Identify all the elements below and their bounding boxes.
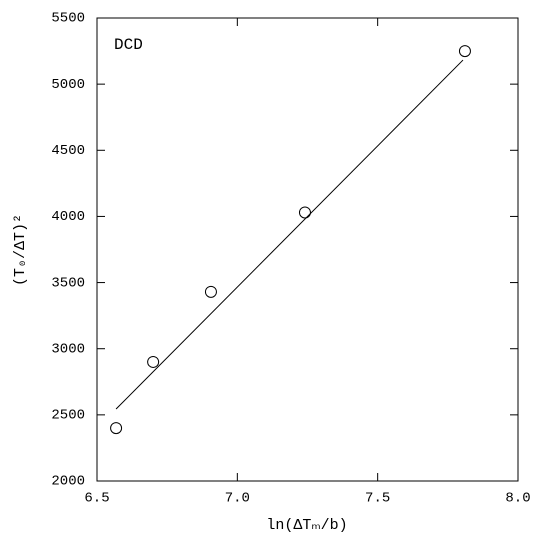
y-tick-label: 3000 (51, 341, 85, 357)
x-tick-label: 6.5 (84, 491, 109, 507)
annotation: DCD (114, 36, 143, 54)
x-tick-label: 8.0 (505, 491, 530, 507)
y-tick-label: 4000 (51, 209, 85, 225)
y-tick-label: 5500 (51, 11, 85, 27)
x-tick-label: 7.5 (365, 491, 390, 507)
x-tick-label: 7.0 (225, 491, 250, 507)
y-tick-label: 2000 (51, 474, 85, 490)
fit-line (115, 59, 464, 410)
y-tick-label: 4500 (51, 143, 85, 159)
y-tick-label: 2500 (51, 408, 85, 424)
y-axis-label: (T₀/ΔT)² (12, 214, 29, 286)
point (110, 422, 123, 435)
point (147, 355, 160, 368)
point (458, 45, 471, 58)
y-tick-label: 3500 (51, 275, 85, 291)
plot-frame (96, 17, 519, 482)
point (204, 285, 217, 298)
point (298, 206, 311, 219)
x-axis-label: ln(ΔTₘ/b) (266, 517, 347, 534)
y-tick-label: 5000 (51, 77, 85, 93)
